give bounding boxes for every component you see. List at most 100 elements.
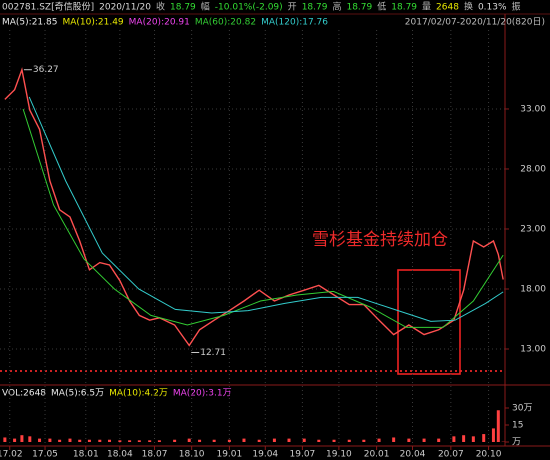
volume-bar [38,438,42,442]
volume-bar [187,438,191,442]
header-item: 低 [377,1,386,13]
volume-bar [242,438,246,442]
volume-bar [407,438,411,442]
volume-bar [496,410,500,442]
volume-bar [118,440,122,442]
header-item: MA(10):4.2万 [109,389,168,399]
header-item: MA(20):3.1万 [173,389,232,399]
header-item: 幅 [201,1,210,13]
vol-y-tick-label: 30万 [512,404,532,414]
header-item: 量 [422,2,431,13]
volume-bar [87,439,91,442]
price-line [28,96,504,322]
range-text: 2017/02/07-2020/11/20(820日) [405,17,545,28]
header-item: 18.79 [170,3,196,13]
volume-bar [491,428,495,442]
x-tick-label: 18.10 [179,450,205,460]
x-tick-label: 20.10 [476,450,502,460]
highlight-box [397,269,461,375]
header-item: 换 [464,1,473,13]
volume-bar [128,440,132,442]
y-tick-label: 13.00 [520,344,546,354]
header-item: 2020/11/20 [99,3,151,13]
volume-bar [422,438,426,442]
volume-bar [173,439,177,442]
x-tick-label: 18.01 [73,450,99,460]
volume-bar [108,439,112,442]
x-tick-label: 19.01 [216,450,242,460]
header-item: 振 [512,1,521,13]
volume-bar [198,439,202,442]
volume-bar [272,438,276,442]
volume-bar [437,438,441,442]
header-item: VOL:2648 [2,389,46,399]
x-tick-label: 19.10 [326,450,352,460]
volume-bar [257,439,261,442]
y-tick-label: 23.00 [520,224,546,234]
volume-bar [137,440,141,442]
x-tick-label: 20.04 [400,450,426,460]
volume-bar [347,439,351,442]
header-item: 18.79 [346,3,372,13]
volume-bar [377,438,381,442]
volume-bar [287,438,291,442]
volume-bar [157,440,161,442]
header-item: MA(10):21.49 [62,18,123,28]
header-item: 高 [332,1,341,13]
header-item: -10.01%(-2.09) [215,3,283,13]
x-tick-label: 18.07 [142,450,168,460]
x-tick-label: 19.07 [290,450,316,460]
y-tick-label: 33.00 [520,104,546,114]
header-item: MA(5):6.5万 [51,389,104,399]
annotation-label: 12.71 [200,348,226,358]
y-tick-label: 28.00 [520,164,546,174]
volume-bar [317,439,321,442]
x-tick-label: 19.04 [252,450,278,460]
price-line [22,108,504,328]
x-tick-label: 18.04 [107,450,133,460]
volume-bar [332,439,336,442]
header-item: 0.13% [478,3,507,13]
header-item: 2648 [436,3,459,13]
volume-bar [78,439,82,442]
header-item: 开 [288,2,297,13]
volume-bar [68,438,72,442]
header-item: 18.79 [302,3,328,13]
x-tick-label: 20.01 [364,450,390,460]
volume-bar [20,435,24,442]
header-item: 002781.SZ[奇信股份] [2,1,94,13]
volume-bar [58,439,62,442]
price-line [4,67,504,347]
volume-bar [212,439,216,442]
header-item: MA(60):20.82 [195,18,256,28]
volume-bar [482,434,486,442]
header-item: MA(120):17.76 [261,18,328,28]
volume-bar [28,436,32,442]
x-tick-label: 20.07 [438,450,464,460]
volume-bar [452,436,456,442]
volume-bar [362,439,366,442]
header-item: 18.79 [391,3,417,13]
volume-bar [148,440,152,442]
volume-bar [13,438,17,442]
volume-bar [462,435,466,442]
volume-bar [471,436,475,442]
x-tick-label: 17.02 [0,450,23,460]
header-item: MA(20):20.91 [129,18,190,28]
annotation-label: 36.27 [33,65,59,75]
vol-y-tick-label: 万 [512,438,521,448]
highlight-text: 雪杉基金持续加仓 [312,230,448,250]
volume-bar [302,438,306,442]
volume-bar [392,437,396,442]
volume-bar [48,438,52,442]
header-item: 收 [156,1,165,13]
vol-y-tick-label: 15 [512,421,523,431]
x-tick-label: 17.05 [32,450,58,460]
header-item: MA(5):21.85 [2,18,57,28]
volume-bar [227,439,231,442]
volume-bar [3,437,7,442]
y-tick-label: 18.00 [520,284,546,294]
volume-bar [98,439,102,442]
